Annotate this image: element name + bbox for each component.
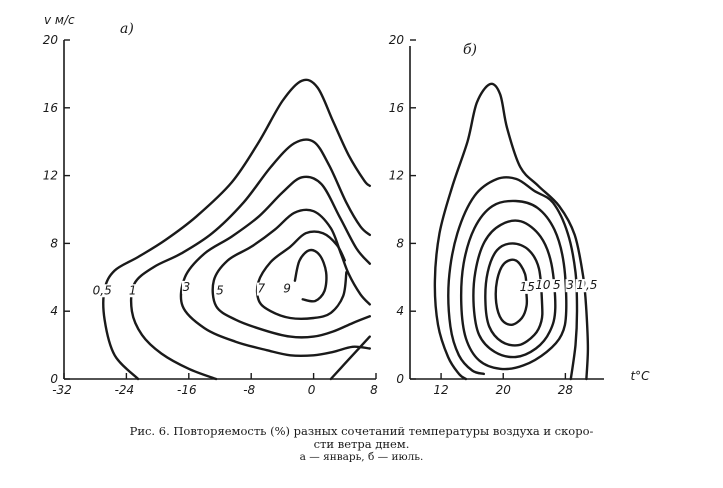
x-tick-label: -16 xyxy=(177,383,197,397)
contour-label: 5 xyxy=(553,278,561,292)
contour-line xyxy=(255,230,348,320)
contour-label: 0,5 xyxy=(93,283,112,297)
contour-line xyxy=(329,335,371,381)
contour-label: 5 xyxy=(216,283,224,297)
y-tick-label: 20 xyxy=(43,33,59,47)
contour-line xyxy=(102,78,371,381)
y-tick-label: 16 xyxy=(43,101,59,115)
contour-line xyxy=(472,219,557,359)
contour-label: 3 xyxy=(566,278,574,292)
panel-label: а) xyxy=(120,21,134,37)
contour-label-bg xyxy=(565,279,575,293)
y-tick-label: 16 xyxy=(389,101,405,115)
y-tick-label: 8 xyxy=(396,236,404,250)
caption-legend: а — январь, б — июль. xyxy=(299,451,424,463)
contour-label: 15 xyxy=(520,280,535,294)
x-tick-label: -24 xyxy=(115,383,135,397)
y-tick-label: 12 xyxy=(389,169,404,183)
x-tick-label: 0 xyxy=(308,383,316,397)
x-tick-label: 8 xyxy=(370,383,378,397)
contour-label: 9 xyxy=(283,282,291,296)
x-tick-label: 28 xyxy=(558,383,574,397)
y-tick-label: 8 xyxy=(50,236,58,250)
contour-label-bg xyxy=(256,282,266,296)
y-tick-label: 12 xyxy=(43,169,58,183)
contour-label-bg xyxy=(282,282,292,296)
x-tick-label: -32 xyxy=(52,383,72,397)
y-axis-label: v м/с xyxy=(44,13,75,27)
y-tick-label: 0 xyxy=(50,372,58,386)
x-tick-label: -8 xyxy=(243,383,255,397)
contour-line xyxy=(484,242,544,347)
contour-label-bg xyxy=(519,280,536,294)
x-tick-label: 20 xyxy=(496,383,512,397)
panel-a: 0 4 8 12 16 20 -32 -24 -16 -8 0 8 а) v м/с 0,5 1 3 5 7 9 xyxy=(43,13,378,397)
contour-label-bg xyxy=(534,279,551,293)
contour-line xyxy=(293,248,328,303)
contour-label-bg xyxy=(575,279,585,293)
contour-label-bg xyxy=(215,284,225,298)
contour-label: 7 xyxy=(258,282,266,296)
contour-line xyxy=(459,199,568,371)
caption-line-2: сти ветра днем. xyxy=(313,437,410,451)
y-tick-label: 20 xyxy=(389,33,405,47)
caption-line-1: Рис. 6. Повторяемость (%) разных сочетан… xyxy=(129,424,594,438)
contour-label-bg xyxy=(552,279,562,293)
contour-line xyxy=(433,82,590,381)
y-tick-label: 0 xyxy=(396,372,404,386)
x-axis-label: t°C xyxy=(630,369,650,383)
contour-label: 1 xyxy=(129,283,137,297)
y-tick-label: 4 xyxy=(396,304,404,318)
contour-line xyxy=(494,258,529,327)
contour-label-bg xyxy=(128,284,138,298)
contour-label: 10 xyxy=(535,278,551,292)
contour-line xyxy=(179,175,371,357)
contour-label: 1 xyxy=(576,278,584,292)
contour-label-bg xyxy=(181,280,191,294)
y-tick-label: 4 xyxy=(50,304,58,318)
panel-label: б) xyxy=(463,42,477,58)
figure-caption: Рис. 6. Повторяемость (%) разных сочетан… xyxy=(0,425,723,464)
x-tick-label: 12 xyxy=(433,383,448,397)
contour-line xyxy=(129,138,371,381)
contour-label-bg xyxy=(90,284,114,298)
contour-label: 3 xyxy=(183,280,191,294)
